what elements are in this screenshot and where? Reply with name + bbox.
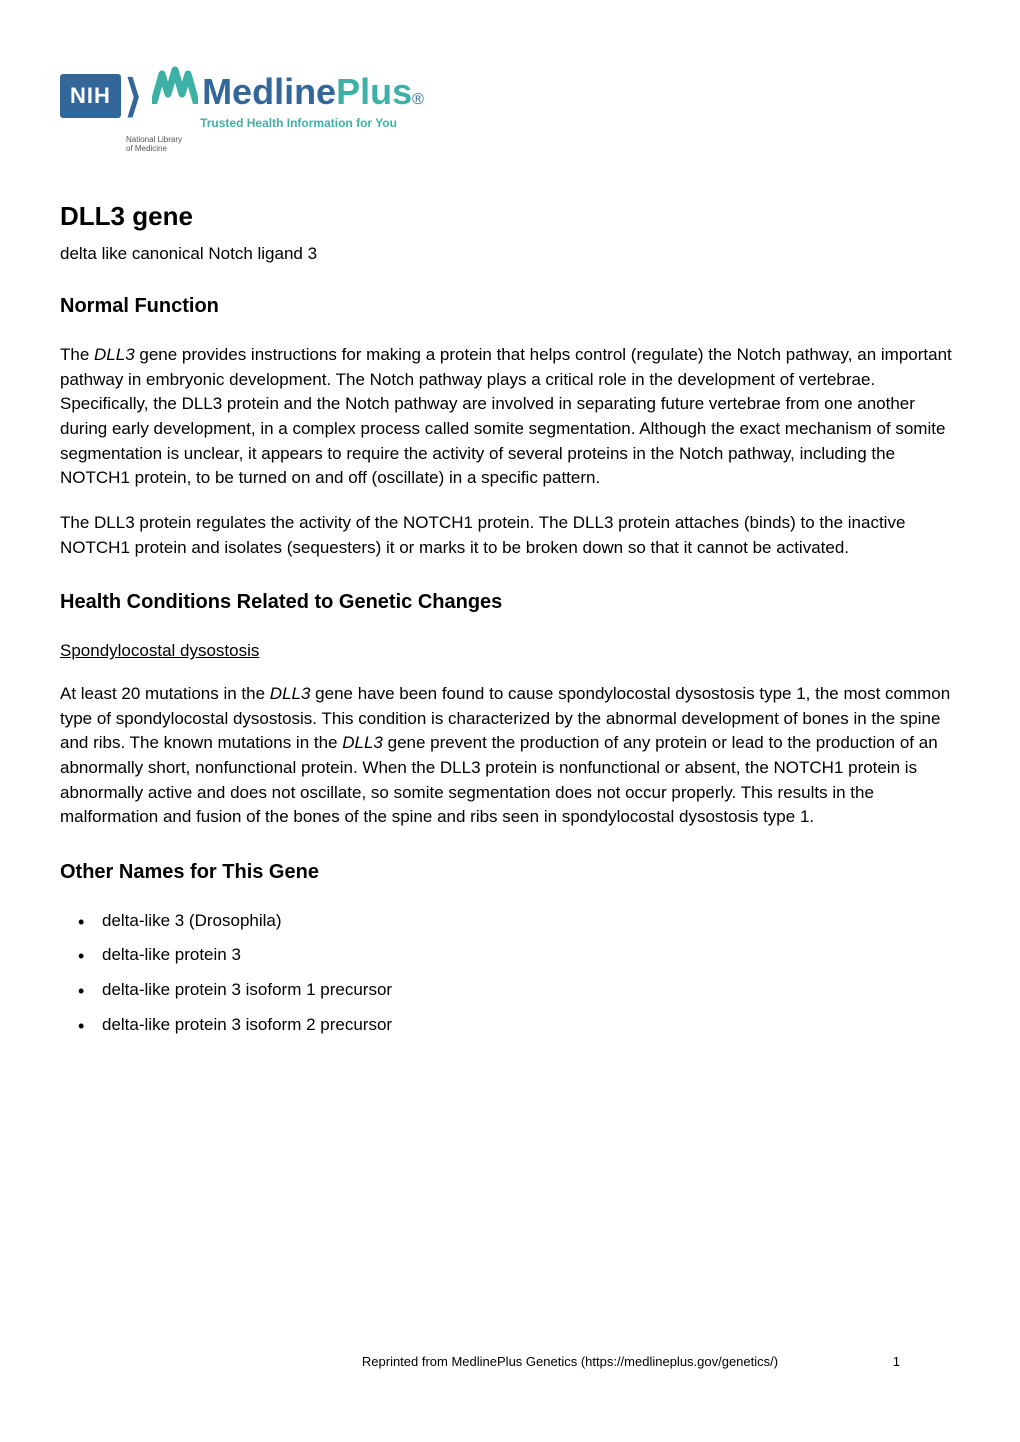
medlineplus-wordmark: MedlinePlus® <box>152 60 424 121</box>
nlm-subtext: National Library of Medicine <box>126 136 952 154</box>
nlm-line1: National Library <box>126 136 952 145</box>
list-item: delta-like protein 3 <box>84 943 960 968</box>
section-heading-health-conditions: Health Conditions Related to Genetic Cha… <box>60 588 960 617</box>
nlm-line2: of Medicine <box>126 145 952 154</box>
condition-link-spondylocostal[interactable]: Spondylocostal dysostosis <box>60 639 960 664</box>
page-container: NIH ⟩ MedlinePlus® Trusted Health Inform… <box>60 60 960 1402</box>
page-title: DLL3 gene <box>60 198 960 236</box>
footer-text: Reprinted from MedlinePlus Genetics (htt… <box>60 1353 1020 1372</box>
health-conditions-para: At least 20 mutations in the DLL3 gene h… <box>60 682 960 830</box>
list-item: delta-like 3 (Drosophila) <box>84 909 960 934</box>
nf-p1-post: gene provides instructions for making a … <box>60 345 952 487</box>
registered-mark: ® <box>412 88 424 111</box>
tagline: Trusted Health Information for You <box>200 115 424 132</box>
other-names-list: delta-like 3 (Drosophila) delta-like pro… <box>60 909 960 1038</box>
medlineplus-m-icon <box>152 60 198 121</box>
medlineplus-logo: MedlinePlus® Trusted Health Information … <box>152 60 424 132</box>
hc-pre: At least 20 mutations in the <box>60 684 270 703</box>
page-subtitle: delta like canonical Notch ligand 3 <box>60 242 960 267</box>
nih-logo-box: NIH <box>60 74 121 118</box>
list-item: delta-like protein 3 isoform 1 precursor <box>84 978 960 1003</box>
medline-word: Medline <box>202 66 336 118</box>
plus-word: Plus <box>336 66 412 118</box>
page-number: 1 <box>893 1353 900 1372</box>
section-heading-normal-function: Normal Function <box>60 292 960 321</box>
normal-function-para-2: The DLL3 protein regulates the activity … <box>60 511 960 560</box>
list-item: delta-like protein 3 isoform 2 precursor <box>84 1013 960 1038</box>
gene-name-italic-3: DLL3 <box>342 733 383 752</box>
nf-p1-pre: The <box>60 345 94 364</box>
gene-name-italic-2: DLL3 <box>270 684 311 703</box>
section-heading-other-names: Other Names for This Gene <box>60 858 960 887</box>
nih-badge: NIH ⟩ <box>60 74 142 118</box>
gene-name-italic: DLL3 <box>94 345 135 364</box>
normal-function-para-1: The DLL3 gene provides instructions for … <box>60 343 960 491</box>
nih-bracket-icon: ⟩ <box>125 79 142 114</box>
logo-header: NIH ⟩ MedlinePlus® Trusted Health Inform… <box>60 60 960 132</box>
